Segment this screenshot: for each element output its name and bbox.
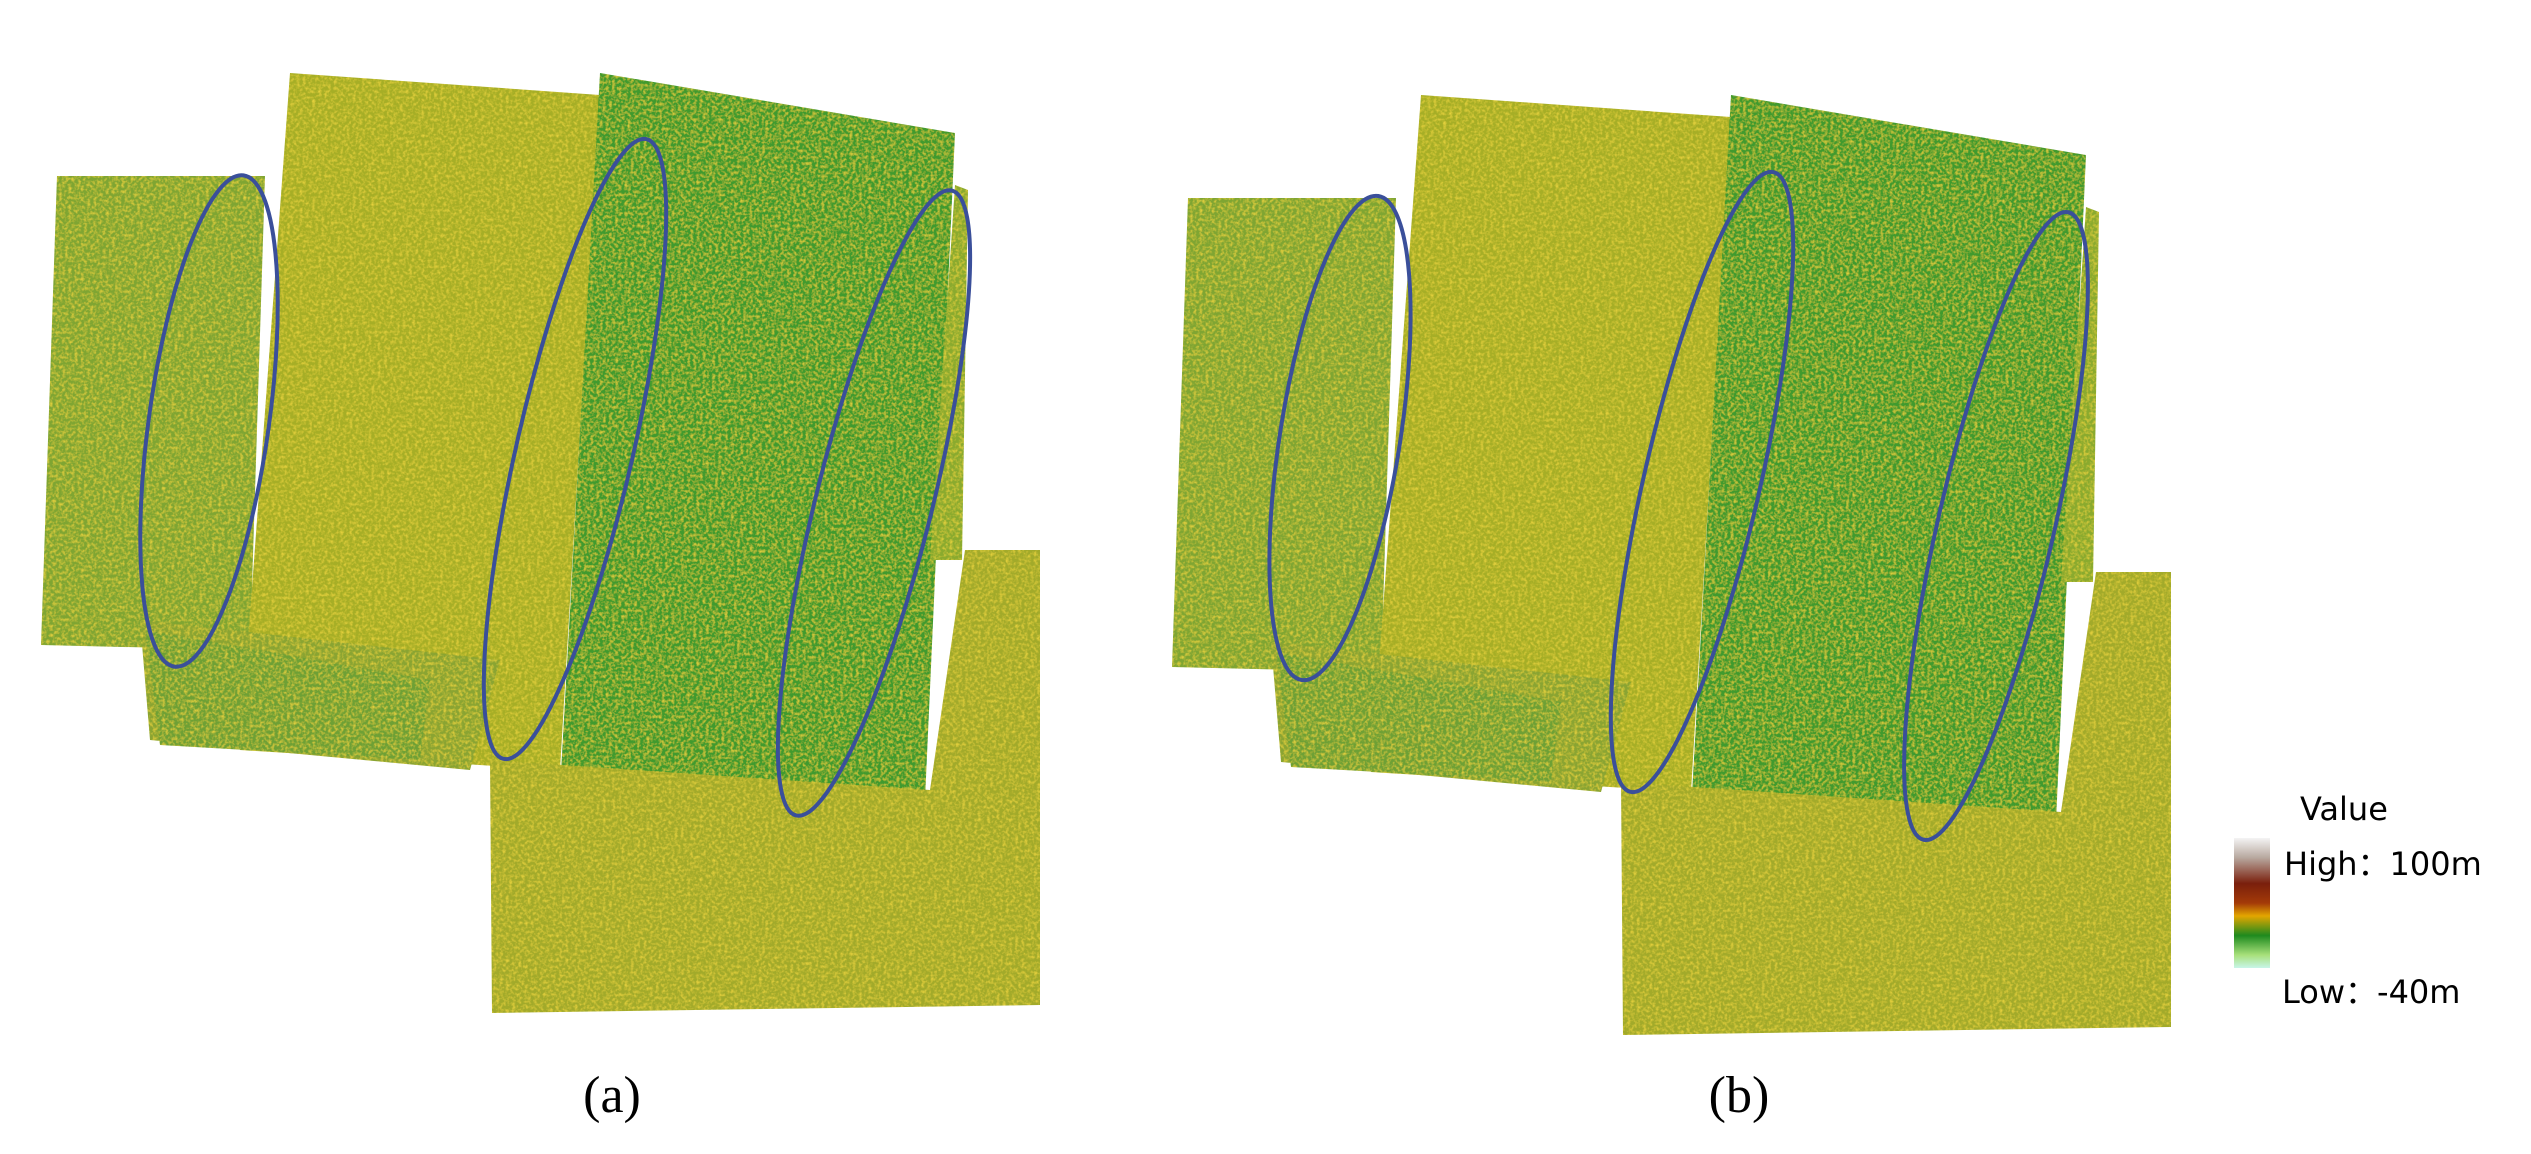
panel-label: (b) bbox=[1709, 1067, 1770, 1124]
map-b bbox=[1172, 95, 2171, 1035]
legend-high: High：100m bbox=[2284, 845, 2482, 883]
legend-low: Low：-40m bbox=[2282, 973, 2460, 1011]
legend: Value High：100m Low：-40m bbox=[2234, 790, 2482, 1011]
color-bar bbox=[2234, 838, 2270, 968]
legend-title: Value bbox=[2300, 790, 2388, 828]
panel-label: (a) bbox=[583, 1067, 641, 1124]
map-a bbox=[41, 73, 1040, 1013]
